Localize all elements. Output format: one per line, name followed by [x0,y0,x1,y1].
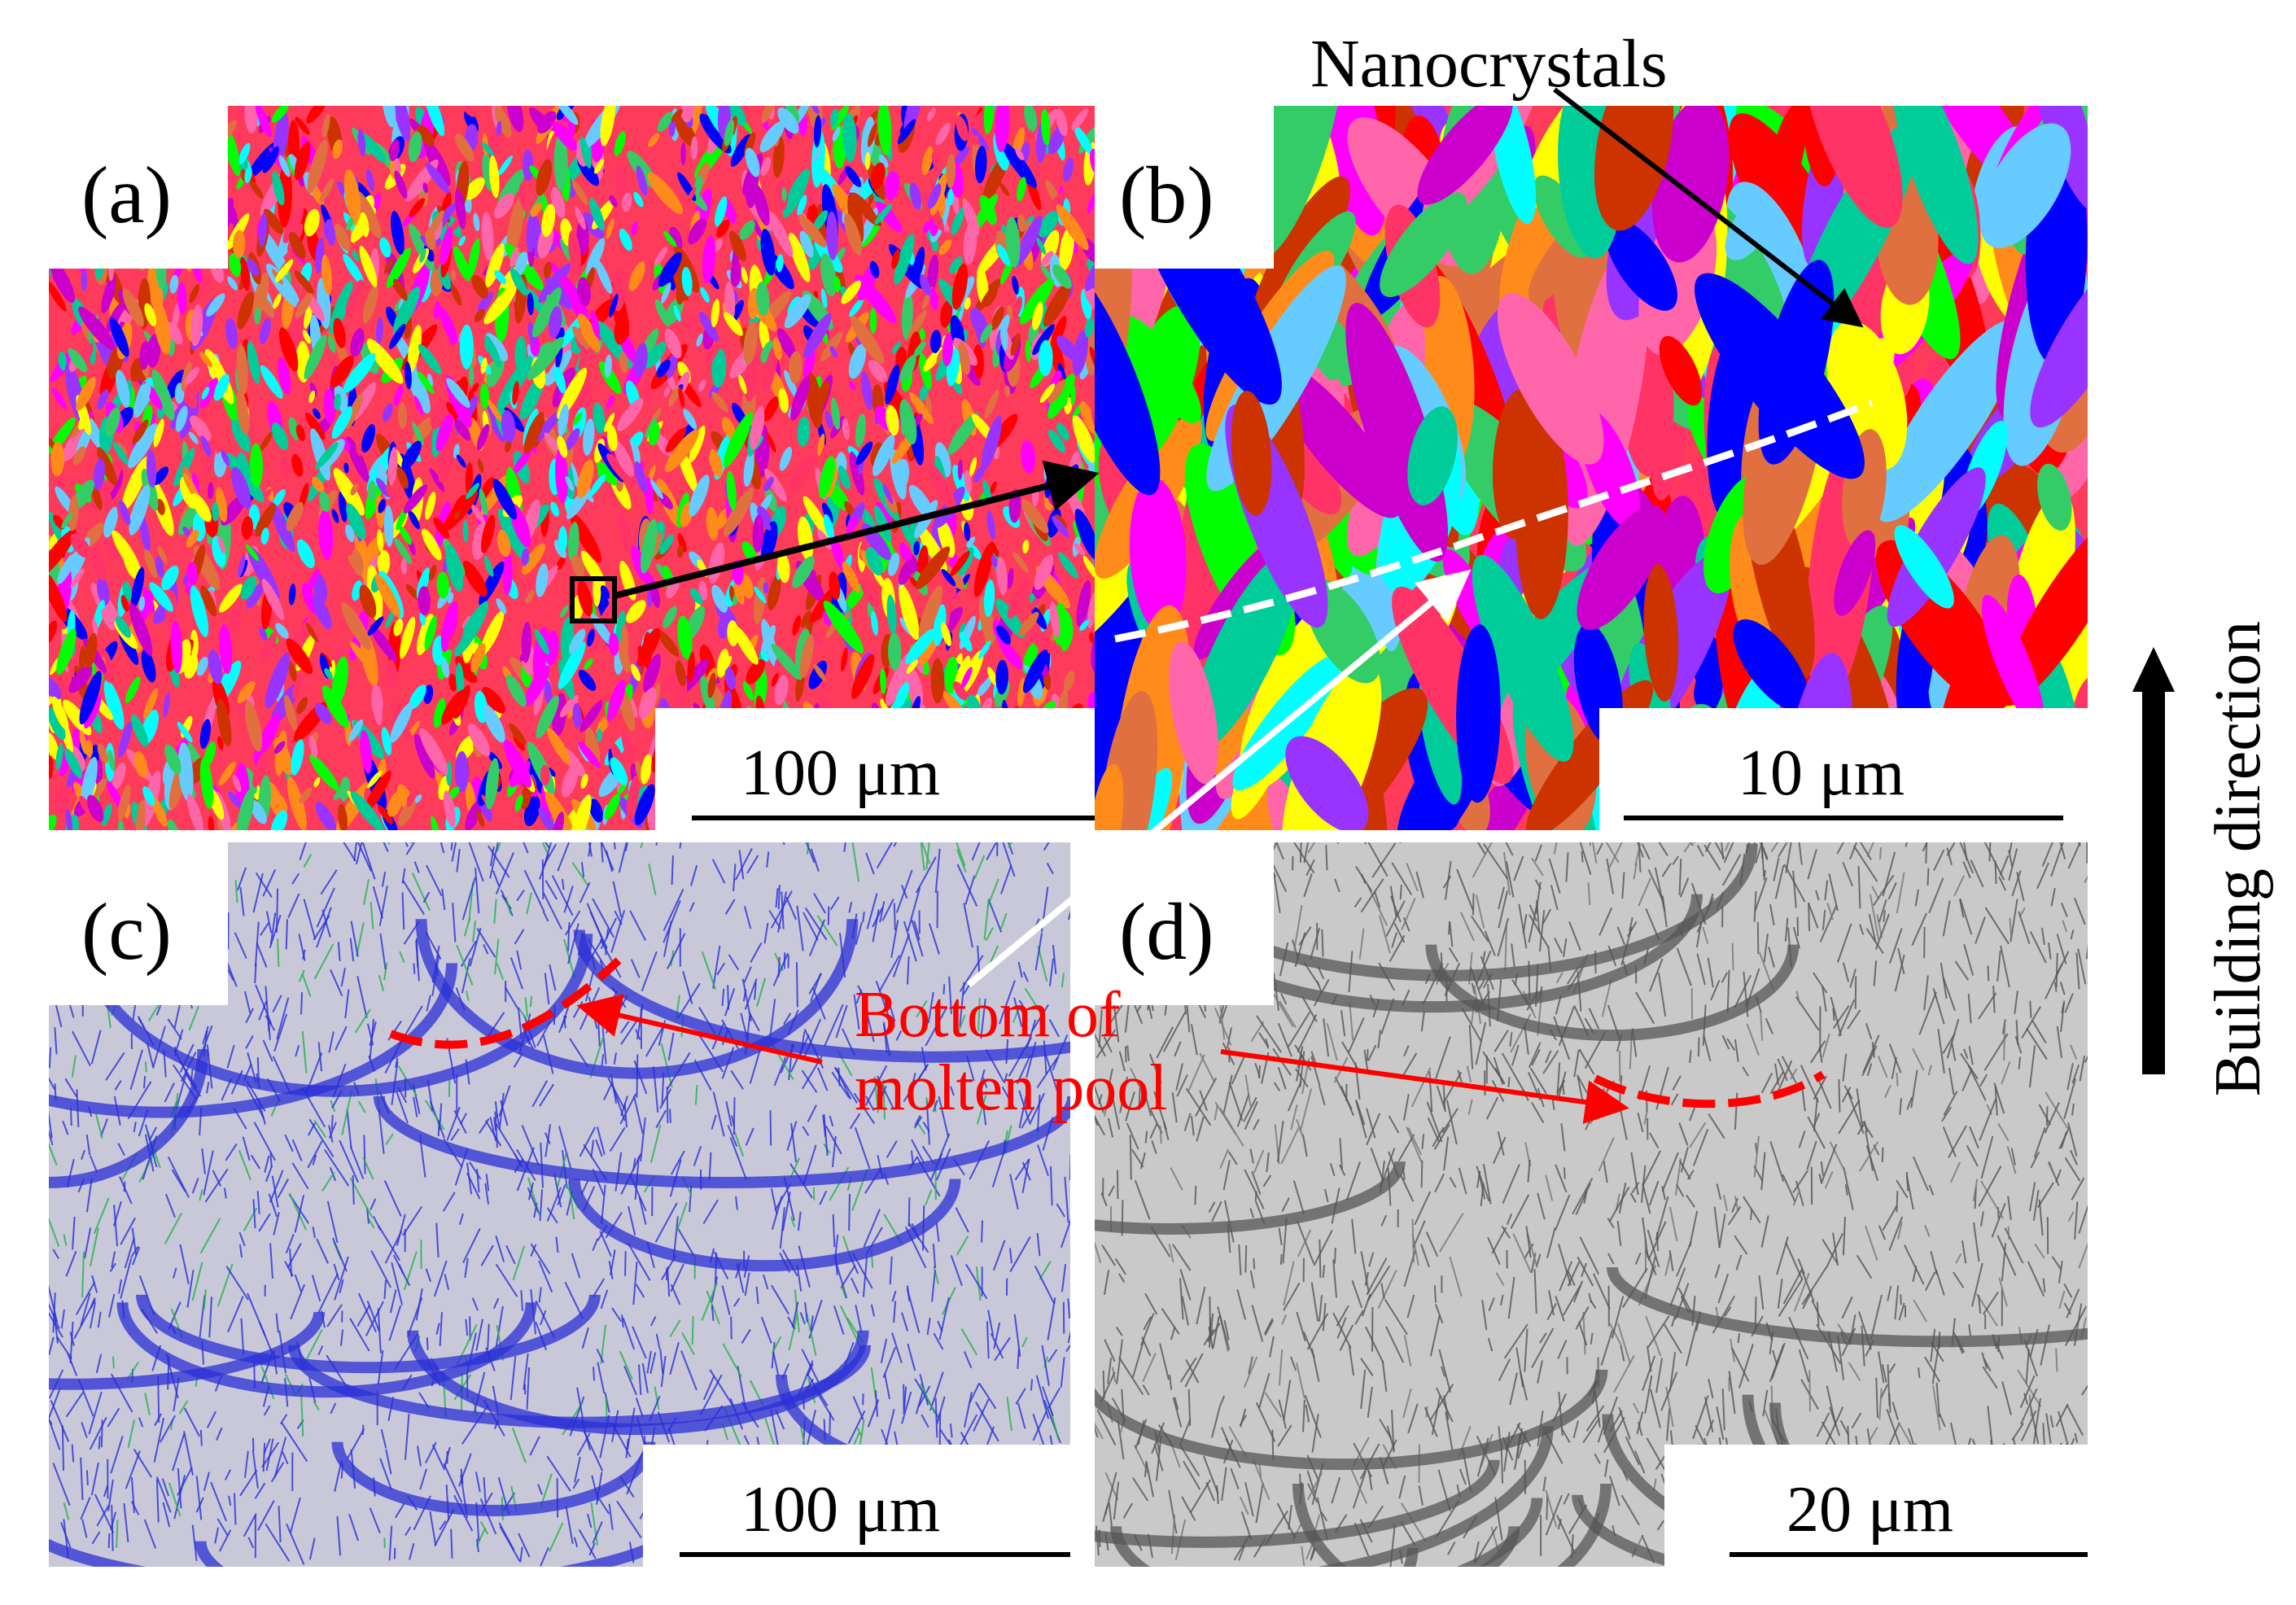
panel-label-c: (c) [81,886,172,977]
scale-bar-label-d: 20 μm [1787,1474,1954,1546]
panel-label-b: (b) [1119,150,1214,240]
label-mask-b [1095,106,1274,269]
label-mask-a [49,106,228,269]
scale-bar-c [680,1552,1070,1557]
panel-d-optical-micrograph: (d) 20 μm [1095,842,2088,1567]
scale-bar-d [1730,1552,2088,1557]
scale-bar-label-a: 100 μm [741,737,941,809]
scale-bar-label-b: 10 μm [1738,737,1905,809]
molten-pool-label-line2: molten pool [855,1052,1168,1124]
building-direction-label: Building direction [2202,620,2274,1097]
panel-label-a: (a) [81,150,172,240]
scale-box-d [1664,1445,2088,1567]
scale-box-c [643,1445,1070,1567]
nanocrystals-label: Nanocrystals [1310,26,1668,102]
zoom-region-box [570,576,617,623]
panel-label-d: (d) [1119,886,1214,977]
scale-bar-label-c: 100 μm [741,1474,941,1546]
scale-bar-b [1624,816,2063,820]
building-direction-head [2132,647,2175,692]
scale-bar-a [692,816,1107,820]
panel-c-grain-boundary-map: (c) 100 μm [49,842,1070,1567]
scale-box-b [1599,708,2088,830]
label-mask-c [49,842,228,1005]
molten-pool-label-line1: Bottom of [855,979,1121,1051]
panel-a-ebsd-map: (a) 100 μm [49,106,1107,830]
panel-b-ebsd-map-magnified: (b) 10 μm [1095,106,2088,830]
ebsd-orientation-map-a [49,106,1107,830]
